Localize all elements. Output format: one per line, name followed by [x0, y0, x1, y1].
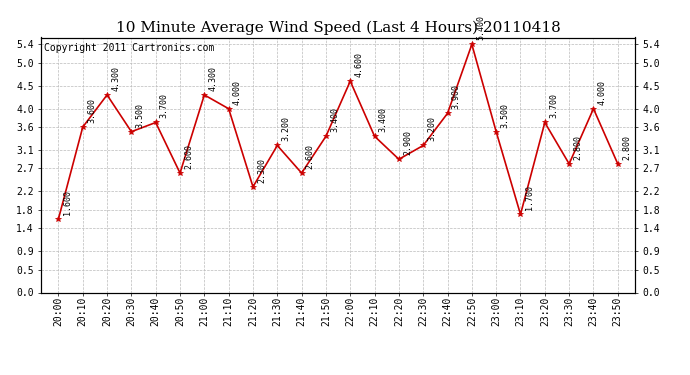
Title: 10 Minute Average Wind Speed (Last 4 Hours) 20110418: 10 Minute Average Wind Speed (Last 4 Hou…: [116, 21, 560, 35]
Text: 2.800: 2.800: [573, 135, 582, 160]
Text: 3.200: 3.200: [282, 116, 290, 141]
Text: 2.900: 2.900: [403, 130, 412, 155]
Text: 1.700: 1.700: [524, 185, 533, 210]
Text: 3.400: 3.400: [379, 107, 388, 132]
Text: 3.500: 3.500: [500, 102, 509, 128]
Text: 3.500: 3.500: [135, 102, 144, 128]
Text: 3.200: 3.200: [427, 116, 436, 141]
Text: 3.600: 3.600: [87, 98, 96, 123]
Text: 3.900: 3.900: [452, 84, 461, 109]
Text: 4.300: 4.300: [111, 66, 120, 91]
Text: 2.600: 2.600: [306, 144, 315, 169]
Text: 4.000: 4.000: [233, 80, 241, 105]
Text: 4.300: 4.300: [208, 66, 217, 91]
Text: 2.600: 2.600: [184, 144, 193, 169]
Text: 2.800: 2.800: [622, 135, 631, 160]
Text: 4.000: 4.000: [598, 80, 607, 105]
Text: 3.700: 3.700: [160, 93, 169, 118]
Text: 3.400: 3.400: [330, 107, 339, 132]
Text: 3.700: 3.700: [549, 93, 558, 118]
Text: 1.600: 1.600: [63, 190, 72, 215]
Text: Copyright 2011 Cartronics.com: Copyright 2011 Cartronics.com: [44, 43, 215, 52]
Text: 5.400: 5.400: [476, 15, 485, 40]
Text: 2.300: 2.300: [257, 158, 266, 183]
Text: 4.600: 4.600: [355, 52, 364, 77]
